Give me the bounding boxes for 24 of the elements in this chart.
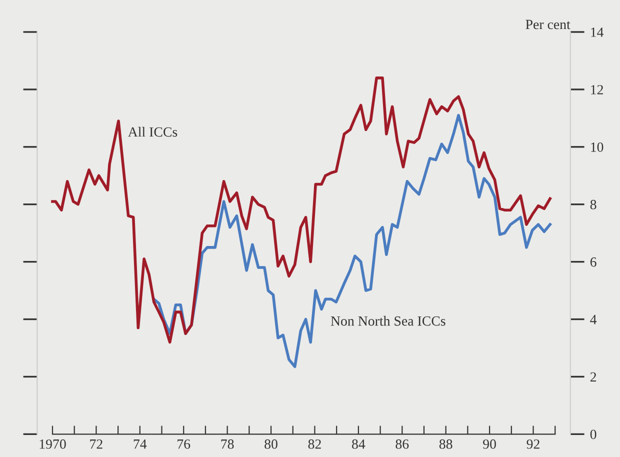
y-tick-label: 0 [590,430,596,440]
series-label: All ICCs [128,126,178,137]
line-series [51,76,552,344]
x-tick-label: 86 [396,439,409,449]
y-tick-label: 4 [590,314,597,324]
y-tick-label: 14 [591,28,604,37]
series-label: Non North Sea ICCs [330,316,446,326]
x-tick-label: 78 [221,439,234,449]
y-tick-label: 8 [590,200,596,210]
x-tick-label: 84 [352,439,366,449]
x-tick-label: 90 [483,439,496,449]
x-tick-label: 92 [526,439,540,449]
y-tick-label: 12 [591,85,603,94]
x-tick-label: 88 [439,439,452,449]
y-tick-label: 2 [590,372,596,382]
y-tick-label: 6 [590,257,596,267]
x-tick-label: 1970 [40,439,66,449]
x-tick-label: 74 [134,440,147,449]
x-tick-label: 80 [264,439,278,449]
x-tick-label: 82 [308,439,321,449]
y-axis-title: Per cent [526,20,570,30]
x-tick-label: 72 [90,439,102,449]
y-tick-label: 10 [591,142,604,152]
x-tick-label: 76 [178,439,190,449]
